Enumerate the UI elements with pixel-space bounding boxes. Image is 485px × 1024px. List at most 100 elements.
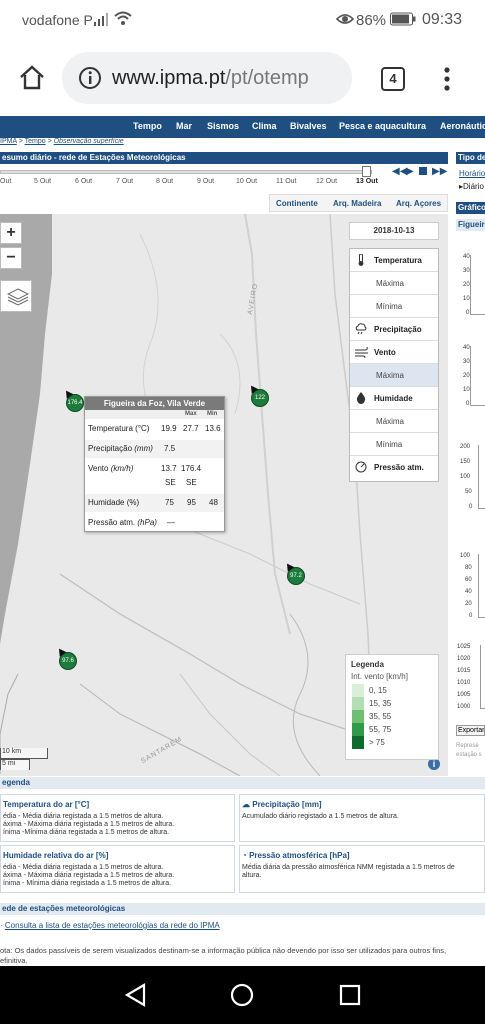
timeline-date[interactable]: Out [0,178,12,185]
timeline-date[interactable]: 8 Out [156,178,174,185]
timeline-date[interactable]: 12 Out [316,178,338,185]
row-label: Humidade (%) [88,498,140,507]
timeline-track[interactable] [0,170,372,174]
station-marker[interactable]: 176.4 [66,394,84,412]
footer-line: ota: Os dados passíveis de serem visuali… [0,946,447,955]
station-marker[interactable]: 97.6 [59,652,77,670]
var-temp-min[interactable]: Mínima [350,295,438,318]
nav-item-mar[interactable]: Mar [176,121,193,131]
home-icon[interactable] [18,64,46,92]
export-button[interactable]: Exportar [456,725,485,736]
nav-item-bivalves[interactable]: Bivalves [290,121,327,131]
timeline-date[interactable]: 6 Out [75,178,93,185]
tick-label: 10 [463,387,470,393]
breadcrumb-sep: > [47,138,52,145]
tab-continente[interactable]: Continente [276,199,318,208]
tab-acores[interactable]: Arq. Açores [396,199,442,208]
legend-subtitle: Int. vento [km/h] [351,672,408,681]
col-min: Min [207,411,218,417]
var-humidade[interactable]: Humidade [350,387,438,410]
tick-label: 1000 [457,704,471,710]
wifi-icon [114,11,132,27]
nav-item-aeronautica[interactable]: Aeronáutic [440,121,485,131]
value-avg: 19.9 [161,424,177,433]
url-text: www.ipma.pt/pt/otemp [112,67,347,90]
back-icon[interactable] [124,983,148,1007]
var-label: Máxima [376,371,405,380]
timeline-date[interactable]: 7 Out [116,178,134,185]
value-min: 48 [209,498,218,507]
station-popup: Figueira da Foz, Vila Verde Max Min Temp… [84,396,225,532]
stop-icon[interactable] [419,167,427,175]
info-icon[interactable] [78,66,102,90]
timeline-date[interactable]: 10 Out [236,178,258,185]
var-temp-max[interactable]: Máxima [350,272,438,295]
value-avg: 13.7 [161,464,177,473]
value-min: 13.6 [205,424,221,433]
forward-icon[interactable]: ▶▶ [432,166,448,177]
tick-label: 200 [460,444,471,450]
more-menu-icon[interactable] [443,66,451,92]
var-hum-max[interactable]: Máxima [350,410,438,433]
rewind-icon[interactable]: ◀◀ [392,166,408,177]
var-label: Humidade [374,394,413,403]
tab-switcher-button[interactable]: 4 [381,67,405,91]
layers-button[interactable] [0,280,32,312]
info-line: Média diária da pressão atmosférica NMM … [242,864,455,871]
main-nav: Tempo Mar Sismos Clima Bivalves Pesca e … [0,116,485,138]
tick-label: 40 [463,345,470,351]
tick-label: 50 [465,489,472,495]
label-text: Pressão atm. [88,518,136,527]
info-title: Temperatura do ar [°C] [3,800,90,809]
url-bar[interactable]: www.ipma.pt/pt/otemp [62,52,352,104]
var-temperatura[interactable]: Temperatura [350,249,438,272]
zoom-in-button[interactable]: + [0,222,22,244]
var-vento[interactable]: Vento [350,341,438,364]
legend-entry: 0, 15 [369,686,387,695]
breadcrumb-ipma[interactable]: IPMA [0,138,17,145]
col-max: Max [185,411,197,417]
var-precipitacao[interactable]: Precipitação [350,318,438,341]
recents-icon[interactable] [339,984,361,1006]
var-vento-max[interactable]: Máxima [350,364,438,387]
nav-item-sismos[interactable]: Sismos [207,121,240,131]
value-max: 176.4 [181,464,202,473]
station-marker[interactable]: 122 [251,389,269,407]
zoom-out-button[interactable]: − [0,247,22,269]
variable-panel: Temperatura Máxima Mínima Precipitação V… [349,248,439,482]
network-link[interactable]: Consulta a lista de estações meteorológi… [4,921,220,930]
carrier-label: vodafone P [22,12,93,28]
timeline-date[interactable]: 11 Out [276,178,297,185]
tab-madeira[interactable]: Arq. Madeira [333,199,382,208]
side-options: Horário ▸Diário [456,167,485,197]
play-icon[interactable]: ▶ [406,166,414,177]
axis-line [470,346,471,406]
option-horario[interactable]: Horário [459,169,485,178]
thermometer-icon [355,253,367,266]
info-icon[interactable]: i [428,758,440,770]
legend-entry: 35, 55 [369,712,392,721]
breadcrumb-tempo[interactable]: Tempo [24,138,46,145]
nav-item-clima[interactable]: Clima [252,121,277,131]
side-charts: 40 30 20 10 0 40 30 20 10 0 200 150 100 … [456,241,485,781]
tick-label: 1010 [457,680,471,686]
timeline-date-selected[interactable]: 13 Out [356,178,378,185]
station-marker[interactable]: 97.2 [287,567,305,585]
info-precipitacao: ☁ Precipitação [mm] Acumulado diário reg… [239,794,485,842]
timeline-handle[interactable] [362,166,371,177]
nav-item-pesca[interactable]: Pesca e aquacultura [339,121,427,131]
var-pressao[interactable]: Pressão atm. [350,456,438,479]
legend-swatch [352,697,364,710]
timeline-date[interactable]: 5 Out [34,178,52,185]
axis-line [470,314,485,315]
info-humidade: Humidade relativa do ar [%] édia - Média… [0,845,235,893]
var-hum-min[interactable]: Mínima [350,433,438,456]
timeline-date[interactable]: 9 Out [197,178,215,185]
breadcrumb-observacao[interactable]: Observação superfície [53,138,124,145]
home-circle-icon[interactable] [230,983,254,1007]
bullet-icon: · [0,921,3,930]
option-diario[interactable]: ▸Diário [459,182,484,191]
nav-item-tempo[interactable]: Tempo [133,121,162,131]
axis-line [478,508,485,509]
info-temperatura: Temperatura do ar [°C] édia - Média diár… [0,794,235,842]
